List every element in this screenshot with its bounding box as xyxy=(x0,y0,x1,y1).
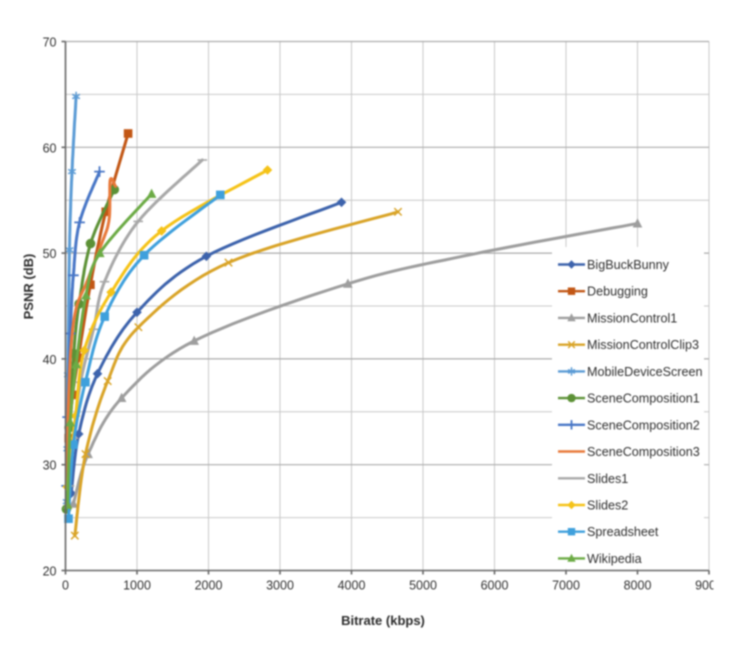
svg-text:6000: 6000 xyxy=(481,579,509,593)
svg-text:50: 50 xyxy=(43,247,57,261)
svg-text:8000: 8000 xyxy=(624,579,652,593)
svg-text:MobileDeviceScreen: MobileDeviceScreen xyxy=(587,365,703,379)
svg-text:SceneComposition3: SceneComposition3 xyxy=(587,445,700,459)
svg-text:30: 30 xyxy=(43,459,57,473)
svg-text:4000: 4000 xyxy=(338,579,366,593)
svg-text:70: 70 xyxy=(43,36,57,50)
svg-text:Bitrate (kbps): Bitrate (kbps) xyxy=(341,613,425,628)
svg-text:MissionControl1: MissionControl1 xyxy=(587,311,677,325)
svg-text:7000: 7000 xyxy=(552,579,580,593)
svg-text:3000: 3000 xyxy=(266,579,294,593)
svg-text:Wikipedia: Wikipedia xyxy=(587,552,642,566)
svg-text:60: 60 xyxy=(43,141,57,155)
svg-text:20: 20 xyxy=(43,565,57,579)
svg-text:PSNR (dB): PSNR (dB) xyxy=(21,254,36,320)
svg-text:Slides1: Slides1 xyxy=(587,472,628,486)
svg-text:Debugging: Debugging xyxy=(587,285,648,299)
svg-text:SceneComposition1: SceneComposition1 xyxy=(587,392,700,406)
svg-text:Slides2: Slides2 xyxy=(587,499,628,513)
svg-text:1000: 1000 xyxy=(123,579,151,593)
svg-text:2000: 2000 xyxy=(195,579,223,593)
svg-text:5000: 5000 xyxy=(409,579,437,593)
svg-text:SceneComposition2: SceneComposition2 xyxy=(587,418,700,432)
svg-text:0: 0 xyxy=(62,579,69,593)
svg-text:40: 40 xyxy=(43,353,57,367)
svg-text:BigBuckBunny: BigBuckBunny xyxy=(587,258,670,272)
svg-text:Spreadsheet: Spreadsheet xyxy=(587,525,659,539)
svg-text:MissionControlClip3: MissionControlClip3 xyxy=(587,338,699,352)
